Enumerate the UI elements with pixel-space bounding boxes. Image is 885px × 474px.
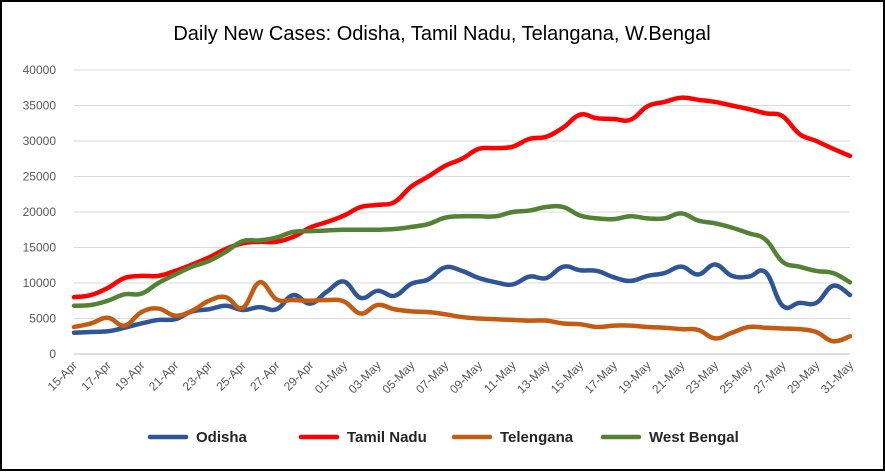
series-line-odisha <box>71 262 853 335</box>
x-tick-label: 25-May <box>717 358 755 396</box>
legend-item-odisha: Odisha <box>147 429 248 446</box>
gridlines <box>74 69 850 319</box>
series-line-telengana <box>71 280 853 344</box>
x-tick-label: 03-May <box>346 358 384 396</box>
x-tick-label: 31-May <box>818 358 856 396</box>
x-tick-label: 29-Apr <box>281 358 316 393</box>
legend-item-tamil-nadu: Tamil Nadu <box>298 429 427 446</box>
x-tick-label: 29-May <box>784 358 822 396</box>
y-axis-tick-labels: 0 5000 10000 15000 20000 25000 30000 35000 40000 <box>23 63 57 361</box>
x-tick-label: 17-Apr <box>78 358 113 393</box>
x-tick-label: 01-May <box>312 358 350 396</box>
y-tick-label: 25000 <box>23 170 57 184</box>
x-tick-label: 19-May <box>615 358 653 396</box>
x-tick-label: 21-May <box>649 358 687 396</box>
x-tick-label: 23-May <box>683 358 721 396</box>
legend: Odisha Tamil Nadu Telengana West Bengal <box>147 429 739 446</box>
y-tick-label: 0 <box>49 347 56 361</box>
y-tick-label: 30000 <box>23 134 57 148</box>
legend-item-west-bengal: West Bengal <box>600 429 739 446</box>
y-tick-label: 35000 <box>23 99 57 113</box>
x-tick-label: 25-Apr <box>213 358 248 393</box>
x-tick-label: 21-Apr <box>146 358 181 393</box>
series-line-west-bengal <box>71 203 853 308</box>
x-tick-label: 17-May <box>582 358 620 396</box>
x-tick-label: 13-May <box>514 358 552 396</box>
series-lines <box>71 95 853 344</box>
legend-label: West Bengal <box>649 429 739 446</box>
y-tick-label: 20000 <box>23 205 57 219</box>
legend-label: Tamil Nadu <box>347 429 427 446</box>
x-axis-tick-labels: 15-Apr17-Apr19-Apr21-Apr23-Apr25-Apr27-A… <box>45 358 856 396</box>
x-tick-label: 19-Apr <box>112 358 147 393</box>
legend-label: Telengana <box>500 429 574 446</box>
x-tick-label: 23-Apr <box>180 358 215 393</box>
chart-title: Daily New Cases: Odisha, Tamil Nadu, Tel… <box>173 23 710 45</box>
legend-label: Odisha <box>196 429 248 446</box>
series-line-tamil-nadu <box>71 95 853 300</box>
x-tick-label: 05-May <box>379 358 417 396</box>
legend-item-telengana: Telengana <box>451 429 574 446</box>
y-tick-label: 5000 <box>29 312 56 326</box>
x-tick-label: 09-May <box>447 358 485 396</box>
y-tick-label: 40000 <box>23 63 57 77</box>
x-tick-label: 27-May <box>750 358 788 396</box>
x-tick-label: 15-Apr <box>45 358 80 393</box>
x-tick-label: 27-Apr <box>247 358 282 393</box>
y-tick-label: 10000 <box>23 276 57 290</box>
y-tick-label: 15000 <box>23 241 57 255</box>
x-tick-label: 11-May <box>481 358 519 396</box>
x-tick-label: 15-May <box>548 358 586 396</box>
x-tick-label: 07-May <box>413 358 451 396</box>
